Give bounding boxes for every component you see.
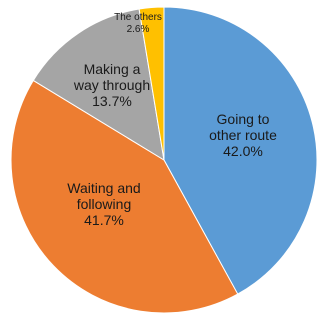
slice-data-label: Going to other route 42.0% bbox=[209, 111, 277, 159]
pie-slice bbox=[10, 79, 239, 314]
pie-slice bbox=[32, 8, 165, 161]
slice-data-label: Waiting and following 41.7% bbox=[67, 180, 140, 228]
pie-slice bbox=[138, 6, 165, 161]
slice-data-label: The others 2.6% bbox=[114, 12, 162, 35]
pie-slice bbox=[163, 6, 318, 295]
slice-data-label: Making a way through 13.7% bbox=[73, 61, 150, 109]
